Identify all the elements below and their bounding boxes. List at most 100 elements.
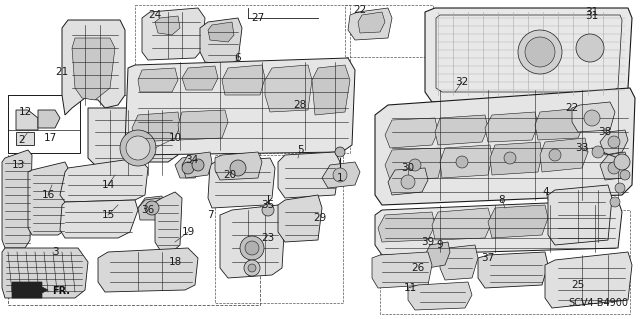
Polygon shape	[348, 8, 392, 40]
Polygon shape	[535, 108, 585, 140]
Circle shape	[504, 152, 516, 164]
Polygon shape	[312, 65, 350, 115]
Polygon shape	[488, 205, 548, 238]
Polygon shape	[540, 138, 588, 172]
Polygon shape	[16, 110, 38, 130]
Circle shape	[518, 30, 562, 74]
Text: 35: 35	[261, 200, 275, 210]
Polygon shape	[572, 102, 615, 132]
Polygon shape	[440, 145, 492, 178]
Circle shape	[608, 162, 620, 174]
Circle shape	[182, 162, 194, 174]
Polygon shape	[2, 248, 88, 298]
Polygon shape	[432, 208, 492, 240]
Polygon shape	[385, 148, 442, 180]
Polygon shape	[358, 12, 385, 33]
Text: 33: 33	[575, 143, 589, 153]
Text: 21: 21	[56, 67, 68, 77]
Polygon shape	[178, 110, 228, 140]
Polygon shape	[440, 245, 478, 280]
Bar	[380, 210, 630, 314]
Circle shape	[525, 37, 555, 67]
Polygon shape	[182, 152, 212, 178]
Text: 13: 13	[12, 160, 24, 170]
Circle shape	[245, 241, 259, 255]
Text: 19: 19	[181, 227, 195, 237]
Text: 12: 12	[19, 107, 31, 117]
Polygon shape	[485, 112, 538, 142]
Polygon shape	[182, 66, 218, 90]
Text: 11: 11	[403, 283, 417, 293]
Text: 25: 25	[572, 280, 584, 290]
Polygon shape	[600, 130, 628, 155]
Polygon shape	[88, 108, 178, 180]
Bar	[8, 95, 260, 305]
Polygon shape	[265, 65, 312, 112]
Text: 34: 34	[186, 155, 198, 165]
Polygon shape	[142, 8, 205, 60]
Text: 10: 10	[168, 133, 182, 143]
Polygon shape	[220, 205, 285, 278]
Polygon shape	[278, 152, 340, 198]
Text: 30: 30	[401, 163, 415, 173]
Text: 15: 15	[101, 210, 115, 220]
Circle shape	[244, 260, 260, 276]
Polygon shape	[155, 192, 182, 252]
Polygon shape	[12, 282, 48, 298]
Circle shape	[456, 156, 468, 168]
Circle shape	[615, 183, 625, 193]
Polygon shape	[222, 65, 265, 95]
Circle shape	[120, 130, 156, 166]
Polygon shape	[215, 152, 262, 180]
Bar	[345, 5, 433, 57]
Polygon shape	[138, 198, 162, 220]
Polygon shape	[378, 212, 435, 242]
Text: 8: 8	[499, 195, 506, 205]
Text: 9: 9	[436, 240, 444, 250]
Polygon shape	[425, 242, 450, 268]
Text: 23: 23	[261, 233, 275, 243]
Polygon shape	[208, 22, 234, 42]
Text: 6: 6	[235, 53, 241, 63]
Text: 24: 24	[148, 10, 162, 20]
Polygon shape	[478, 252, 548, 288]
Text: SCV4-B4900: SCV4-B4900	[568, 298, 628, 308]
Polygon shape	[60, 200, 138, 238]
Text: 5: 5	[297, 145, 303, 155]
Text: 38: 38	[598, 127, 612, 137]
Circle shape	[126, 136, 150, 160]
Text: 20: 20	[223, 170, 237, 180]
Circle shape	[409, 159, 421, 171]
Text: 36: 36	[141, 205, 155, 215]
Circle shape	[192, 159, 204, 171]
Polygon shape	[208, 158, 275, 208]
Circle shape	[333, 168, 347, 182]
Circle shape	[608, 136, 620, 148]
Polygon shape	[385, 118, 438, 148]
Polygon shape	[138, 68, 178, 92]
Polygon shape	[545, 252, 632, 308]
Text: 31: 31	[586, 7, 598, 17]
Polygon shape	[138, 196, 165, 218]
Text: 3: 3	[52, 247, 58, 257]
Text: 1: 1	[337, 173, 343, 183]
Text: 37: 37	[481, 253, 495, 263]
Polygon shape	[28, 162, 68, 235]
Polygon shape	[155, 16, 180, 35]
Polygon shape	[175, 155, 202, 178]
Circle shape	[145, 201, 159, 215]
Text: 31: 31	[586, 11, 598, 21]
Polygon shape	[375, 88, 635, 205]
Circle shape	[584, 110, 600, 126]
Circle shape	[549, 149, 561, 161]
Polygon shape	[388, 168, 428, 195]
Bar	[8, 95, 80, 153]
Polygon shape	[278, 195, 322, 242]
Text: FR.: FR.	[52, 286, 70, 296]
Circle shape	[401, 175, 415, 189]
Text: 32: 32	[456, 77, 468, 87]
Polygon shape	[200, 18, 242, 65]
Polygon shape	[98, 248, 198, 292]
Text: 17: 17	[44, 133, 56, 143]
Text: 22: 22	[353, 5, 367, 15]
